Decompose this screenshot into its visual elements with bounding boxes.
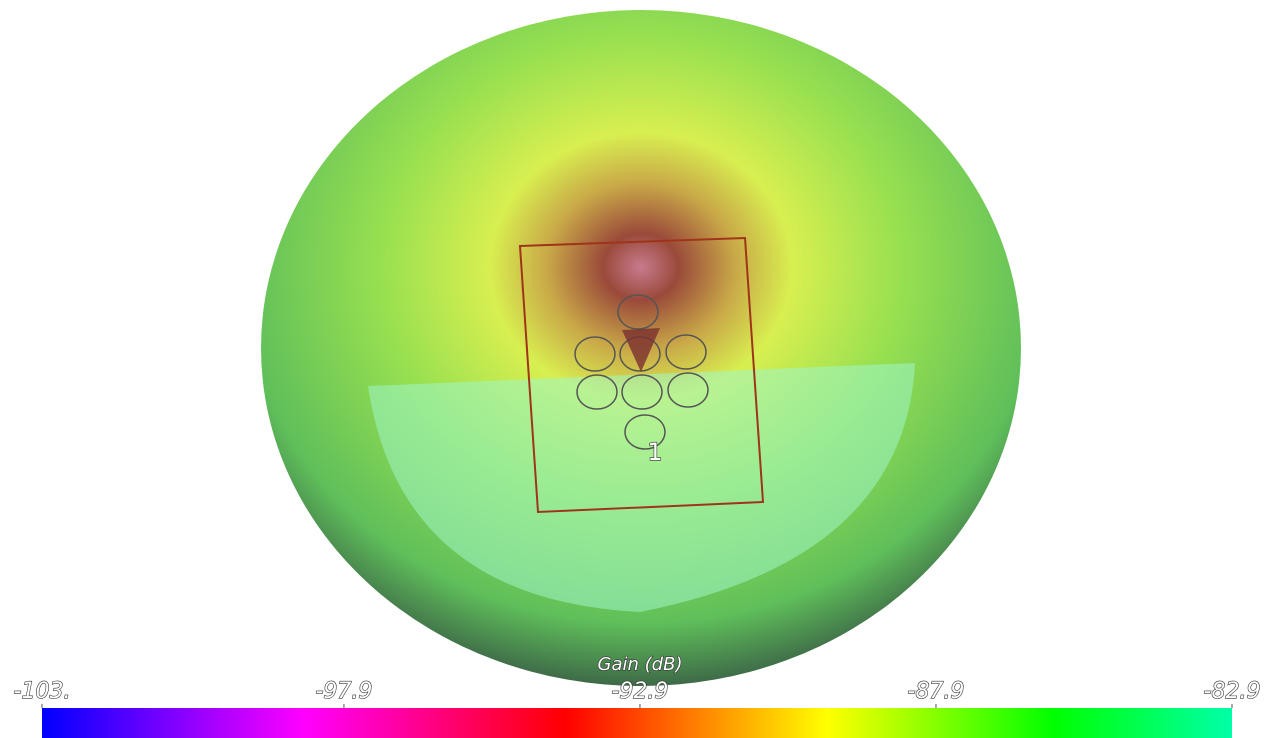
- visualization: 1 Gain (dB) -103. -97.9 -92.9 -87.9 -82.9: [0, 0, 1276, 738]
- colorbar-title: Gain (dB): [598, 654, 683, 675]
- colorbar-tick-label: -97.9: [315, 679, 372, 704]
- colorbar-ticks: -103. -97.9 -92.9 -87.9 -82.9: [14, 679, 1261, 708]
- port-label: 1: [647, 438, 662, 466]
- colorbar-tick-label: -92.9: [611, 679, 668, 704]
- colorbar-tick-label: -82.9: [1204, 679, 1261, 704]
- colorbar-tick-label: -103.: [14, 679, 71, 704]
- colorbar: [42, 708, 1232, 738]
- colorbar-tick-label: -87.9: [908, 679, 965, 704]
